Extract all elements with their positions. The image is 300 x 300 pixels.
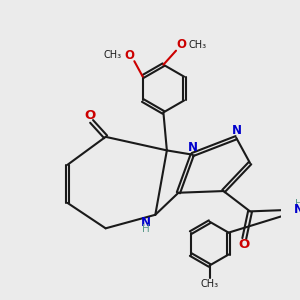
- Text: O: O: [176, 38, 186, 51]
- Text: H: H: [295, 199, 300, 208]
- Text: O: O: [124, 49, 134, 62]
- Text: CH₃: CH₃: [103, 50, 122, 60]
- Text: N: N: [232, 124, 242, 137]
- Text: N: N: [294, 203, 300, 216]
- Text: O: O: [238, 238, 250, 251]
- Text: N: N: [140, 216, 151, 229]
- Text: CH₃: CH₃: [188, 40, 206, 50]
- Text: CH₃: CH₃: [201, 279, 219, 289]
- Text: O: O: [85, 109, 96, 122]
- Text: H: H: [142, 224, 149, 234]
- Text: N: N: [188, 141, 198, 154]
